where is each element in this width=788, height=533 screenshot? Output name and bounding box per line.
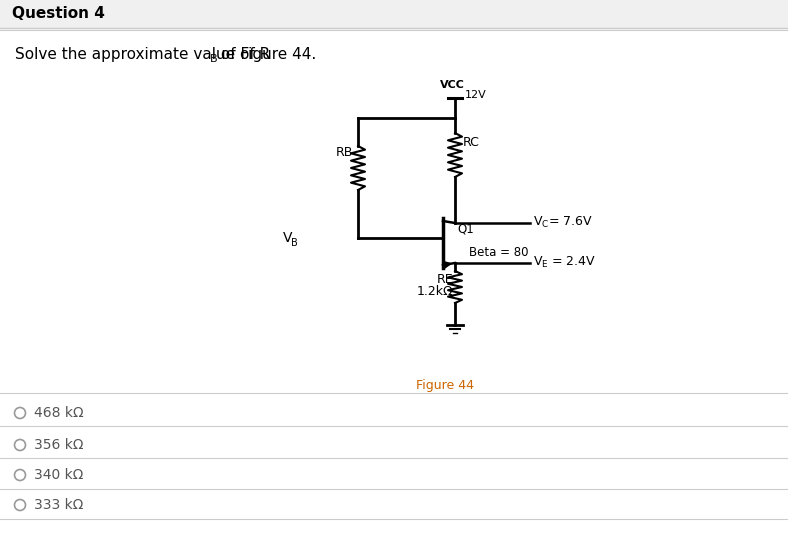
Text: 468 kΩ: 468 kΩ [34, 406, 84, 420]
Circle shape [14, 470, 25, 481]
Text: 356 kΩ: 356 kΩ [34, 438, 84, 452]
Text: RB: RB [336, 147, 353, 159]
Text: 340 kΩ: 340 kΩ [34, 468, 84, 482]
Text: Solve the approximate value of R: Solve the approximate value of R [15, 47, 270, 62]
Text: 333 kΩ: 333 kΩ [34, 498, 84, 512]
Text: Question 4: Question 4 [12, 6, 105, 21]
Text: 1.2kΩ: 1.2kΩ [416, 285, 453, 298]
Text: V: V [283, 231, 292, 245]
Text: RC: RC [463, 136, 480, 149]
Text: VCC: VCC [440, 80, 464, 90]
Text: B: B [291, 238, 298, 248]
Text: RE: RE [437, 273, 453, 286]
Text: of Figure 44.: of Figure 44. [216, 47, 316, 62]
Text: 12V: 12V [465, 90, 487, 100]
Text: Figure 44: Figure 44 [416, 378, 474, 392]
Text: Beta = 80: Beta = 80 [469, 246, 529, 259]
Text: B: B [210, 54, 217, 64]
Bar [0, 0, 788, 28]
Text: V$_\mathregular{C}$= 7.6V: V$_\mathregular{C}$= 7.6V [533, 214, 593, 230]
Circle shape [14, 440, 25, 450]
Text: Q1: Q1 [457, 223, 474, 236]
Circle shape [14, 499, 25, 511]
Text: V$_\mathregular{E}$ = 2.4V: V$_\mathregular{E}$ = 2.4V [533, 254, 597, 270]
Circle shape [14, 408, 25, 418]
